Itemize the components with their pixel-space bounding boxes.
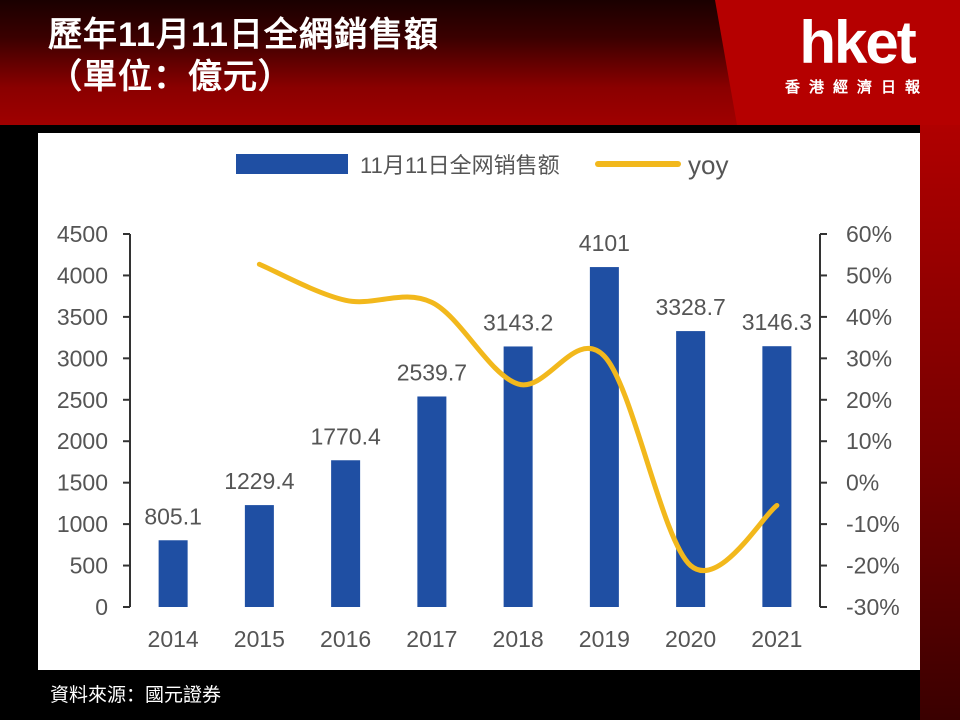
title-line-2: （單位：億元） [48, 58, 293, 96]
bar-value-labels: 805.1 1229.4 1770.4 2539.7 3143.2 4101 3328.7 3… [144, 230, 812, 529]
bar [503, 346, 533, 607]
bar-value-label: 1229.4 [224, 468, 295, 494]
x-tick-label: 2018 [493, 626, 544, 652]
bar-value-label: 3146.3 [742, 309, 812, 335]
yoy-line-series [256, 261, 780, 573]
bar-value-label: 805.1 [144, 503, 202, 529]
legend-line-label: yoy [688, 150, 728, 180]
right-tick-label: 20% [846, 387, 892, 413]
bar-value-label: 1770.4 [310, 423, 381, 449]
chart-legend: 11月11日全网销售额 yoy [236, 150, 728, 180]
x-tick-label: 2017 [406, 626, 457, 652]
legend-bar-swatch [236, 154, 348, 174]
right-tick-label: 50% [846, 262, 892, 288]
hket-logo: hket 香港經濟日報 [772, 10, 942, 97]
left-tick-label: 2000 [57, 428, 108, 454]
yoy-line [256, 261, 780, 573]
bar [417, 396, 447, 607]
right-tick-label: 10% [846, 428, 892, 454]
x-tick-label: 2014 [148, 626, 199, 652]
chart-area: 11月11日全网销售额 yoy 0 500 1000 1500 2000 2500 3000… [38, 133, 920, 670]
logo-panel [715, 0, 960, 125]
right-tick-label: -10% [846, 511, 900, 537]
right-tick-label: 40% [846, 304, 892, 330]
left-tick-label: 3000 [57, 345, 108, 371]
left-tick-label: 1000 [57, 511, 108, 537]
combo-chart: 11月11日全网销售额 yoy 0 500 1000 1500 2000 2500 3000… [57, 150, 900, 652]
right-tick-label: -30% [846, 594, 900, 620]
page-title: 歷年11月11日全網銷售額 （單位：億元） [48, 14, 439, 98]
x-tick-label: 2020 [665, 626, 716, 652]
right-tick-label: -20% [846, 553, 900, 579]
left-tick-label: 4500 [57, 221, 108, 247]
right-tick-label: 30% [846, 345, 892, 371]
bar [244, 505, 274, 607]
logo-subtitle: 香港經濟日報 [784, 79, 929, 96]
right-tick-label: 0% [846, 470, 879, 496]
legend-bar-label: 11月11日全网销售额 [360, 153, 560, 178]
logo-brand: hket [799, 9, 916, 76]
bar [158, 540, 188, 607]
bar-value-label: 3143.2 [483, 309, 553, 335]
left-tick-label: 500 [70, 553, 108, 579]
chart-axes: 0 500 1000 1500 2000 2500 3000 3500 4000 4500 -30%… [57, 221, 900, 652]
left-tick-label: 2500 [57, 387, 108, 413]
bar [331, 460, 361, 607]
x-tick-label: 2021 [751, 626, 802, 652]
title-line-1: 歷年11月11日全網銷售額 [48, 16, 439, 54]
left-tick-label: 4000 [57, 262, 108, 288]
x-tick-label: 2016 [320, 626, 371, 652]
x-tick-label: 2019 [579, 626, 630, 652]
bar-value-label: 3328.7 [655, 294, 725, 320]
left-tick-label: 1500 [57, 470, 108, 496]
bar-value-label: 2539.7 [397, 359, 467, 385]
source-note: 資料來源：國元證券 [50, 685, 222, 706]
left-tick-label: 0 [95, 594, 108, 620]
left-tick-label: 3500 [57, 304, 108, 330]
bar-series [158, 267, 792, 607]
bar [676, 331, 706, 607]
right-tick-label: 60% [846, 221, 892, 247]
x-tick-label: 2015 [234, 626, 285, 652]
bar [589, 267, 619, 607]
bar [762, 346, 792, 607]
right-border-strip [920, 125, 960, 720]
bar-value-label: 4101 [579, 230, 630, 256]
